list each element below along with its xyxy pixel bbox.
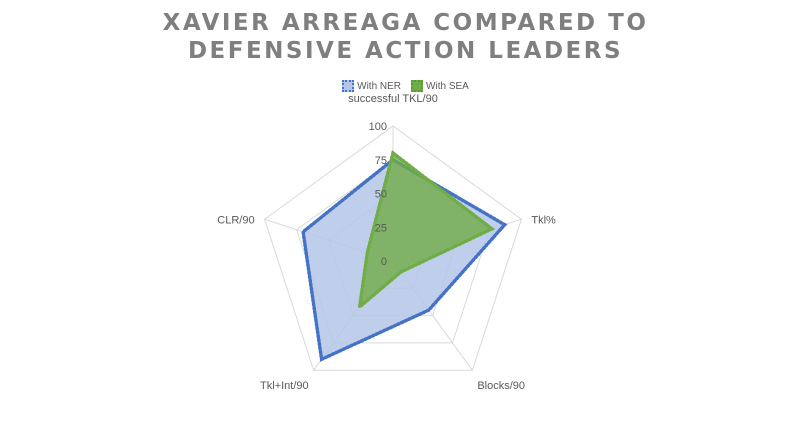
legend-swatch-ner [342,80,355,92]
legend: With NER With SEA [0,80,811,92]
gridline-ring-100 [264,125,522,371]
radial-tick-label-0: 0 [381,256,387,268]
category-label-2: Blocks/90 [477,380,525,392]
chart-title-line-2: DEFENSIVE ACTION LEADERS [187,38,624,64]
category-label-3: Tkl+Int/90 [260,380,309,392]
category-label-1: Tkl% [531,214,556,226]
legend-label-ner: With NER [357,80,402,92]
category-label-4: CLR/90 [217,214,254,226]
legend-entry-ner: With NER [342,80,401,92]
legend-swatch-sea [411,80,424,92]
radial-tick-label-75: 75 [375,155,387,167]
radial-tick-label-100: 100 [369,121,387,133]
legend-label-sea: With SEA [426,80,469,92]
series-area-1 [357,150,496,312]
chart-title-line-1: XAVIER ARREAGA COMPARED TO [162,10,649,36]
legend-entry-sea: With SEA [411,80,469,92]
radial-tick-label-50: 50 [375,189,387,201]
category-label-0: successful TKL/90 [348,93,438,105]
radial-tick-label-25: 25 [375,222,387,234]
